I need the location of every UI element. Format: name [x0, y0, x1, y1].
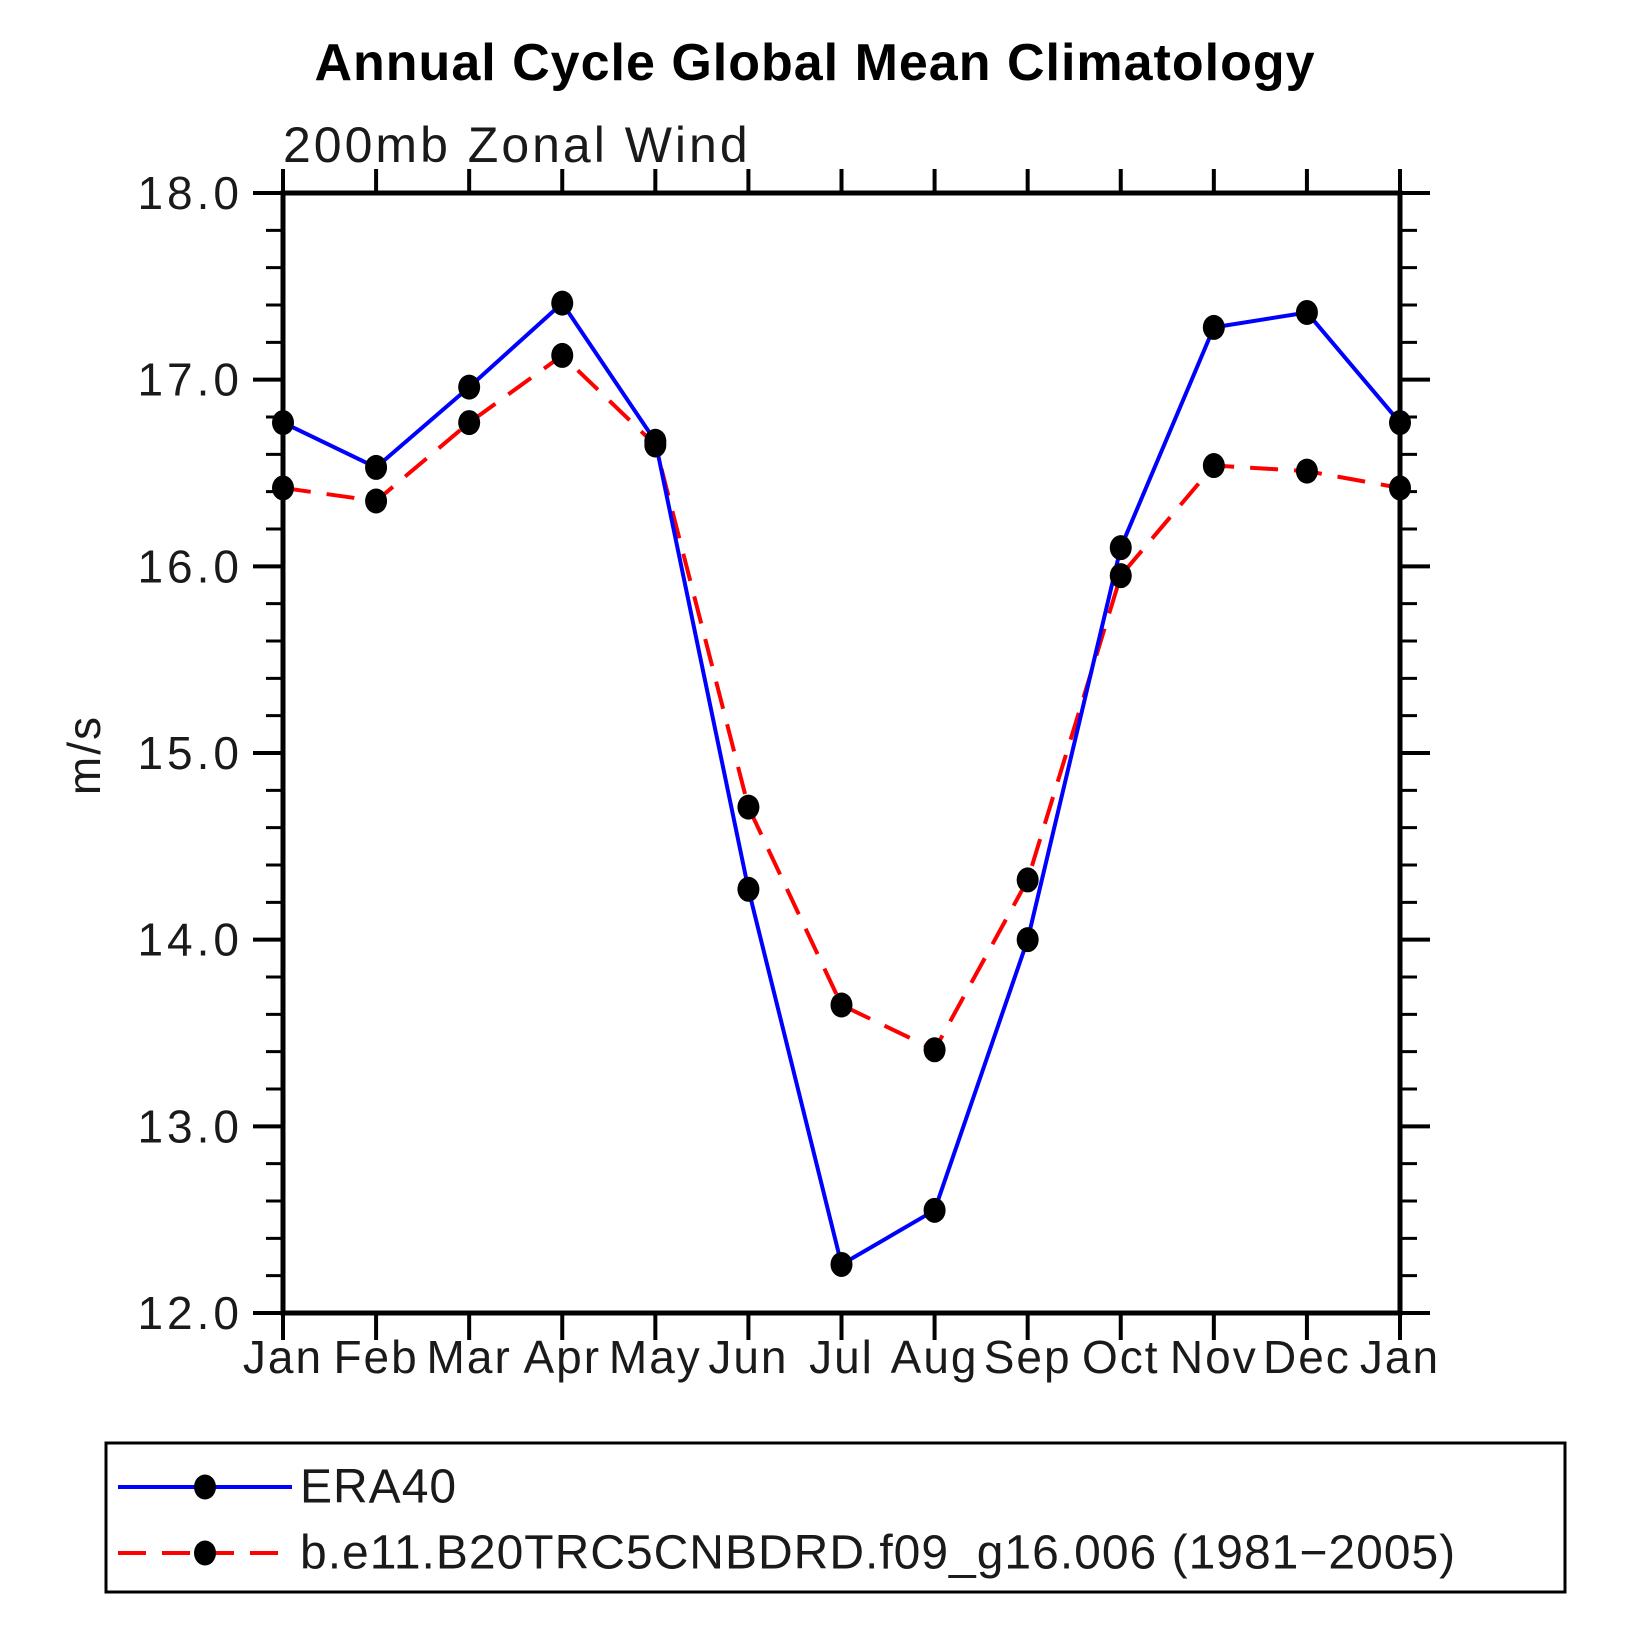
x-tick-label: Jan — [1360, 1331, 1440, 1383]
model-point-marker — [1295, 458, 1318, 484]
y-tick-label: 13.0 — [137, 1100, 243, 1152]
era40-legend-label: ERA40 — [300, 1461, 457, 1514]
x-tick-label: Mar — [427, 1331, 512, 1383]
x-tick-label: Aug — [891, 1331, 979, 1383]
era40-point-marker — [272, 410, 294, 436]
era40-line — [282, 301, 1402, 1267]
x-tick-label: Jan — [243, 1331, 323, 1383]
model-point-marker — [551, 342, 574, 368]
legend-border — [104, 1441, 1567, 1594]
model-point-marker — [272, 475, 294, 501]
y-tick-label: 15.0 — [137, 727, 243, 779]
y-tick-label: 14.0 — [137, 914, 243, 966]
era40-point-marker — [1109, 535, 1132, 561]
model-point-marker — [365, 488, 388, 514]
plot-frame — [280, 190, 1403, 1316]
era40-point-marker — [1295, 299, 1318, 325]
x-tick-label: Jun — [708, 1331, 788, 1383]
y-tick-label: 17.0 — [137, 354, 243, 406]
legend-entry-era40: ERA40 — [118, 1461, 457, 1514]
x-tick-label: Apr — [523, 1331, 601, 1383]
chart-subtitle: 200mb Zonal Wind — [283, 117, 751, 173]
model-point-marker — [830, 992, 853, 1018]
y-tick-label: 18.0 — [137, 167, 243, 219]
data-point-markers — [272, 290, 1411, 1277]
era40-point-marker — [923, 1197, 946, 1223]
x-tick-label: Oct — [1082, 1331, 1160, 1383]
model-point-marker — [1109, 563, 1132, 589]
chart-title: Annual Cycle Global Mean Climatology — [314, 34, 1315, 92]
axis-ticks — [253, 169, 1430, 1340]
era40-point-marker — [1389, 410, 1411, 436]
x-tick-label: Jul — [809, 1331, 874, 1383]
x-tick-label: Dec — [1263, 1331, 1351, 1383]
model-point-marker — [644, 432, 667, 458]
data-lines — [282, 301, 1402, 1267]
y-tick-label: 16.0 — [137, 540, 243, 592]
model-point-marker — [1202, 453, 1225, 479]
model-legend-marker — [194, 1540, 216, 1566]
era40-point-marker — [830, 1251, 853, 1277]
x-tick-label: Feb — [333, 1331, 418, 1383]
model-line — [282, 353, 1401, 1052]
era40-point-marker — [1202, 314, 1225, 340]
legend-entry-model: b.e11.B20TRC5CNBDRD.f09_g16.006 (1981−20… — [118, 1527, 1456, 1580]
x-tick-label: May — [609, 1331, 702, 1383]
model-point-marker — [458, 410, 481, 436]
y-axis-title: m/s — [58, 715, 110, 795]
era40-point-marker — [365, 454, 388, 480]
era40-point-marker — [551, 290, 574, 316]
x-axis-month-labels: Jan Feb Mar Apr May Jun Jul Aug Sep Oct Nov Dec Jan — [243, 1331, 1440, 1383]
era40-point-marker — [737, 876, 760, 902]
model-point-marker — [1389, 475, 1411, 501]
model-legend-label: b.e11.B20TRC5CNBDRD.f09_g16.006 (1981−20… — [300, 1527, 1456, 1580]
x-tick-label: Sep — [984, 1331, 1072, 1383]
era40-point-marker — [1016, 927, 1039, 953]
model-point-marker — [923, 1037, 946, 1063]
y-axis-tick-labels: 12.0 13.0 14.0 15.0 16.0 17.0 18.0 — [137, 167, 243, 1339]
model-point-marker — [1016, 867, 1039, 893]
era40-point-marker — [458, 374, 481, 400]
x-tick-label: Nov — [1170, 1331, 1258, 1383]
y-tick-label: 12.0 — [137, 1287, 243, 1339]
era40-legend-marker — [194, 1474, 216, 1500]
legend-box: ERA40 b.e11.B20TRC5CNBDRD.f09_g16.006 (1… — [104, 1441, 1567, 1594]
model-point-marker — [737, 794, 760, 820]
